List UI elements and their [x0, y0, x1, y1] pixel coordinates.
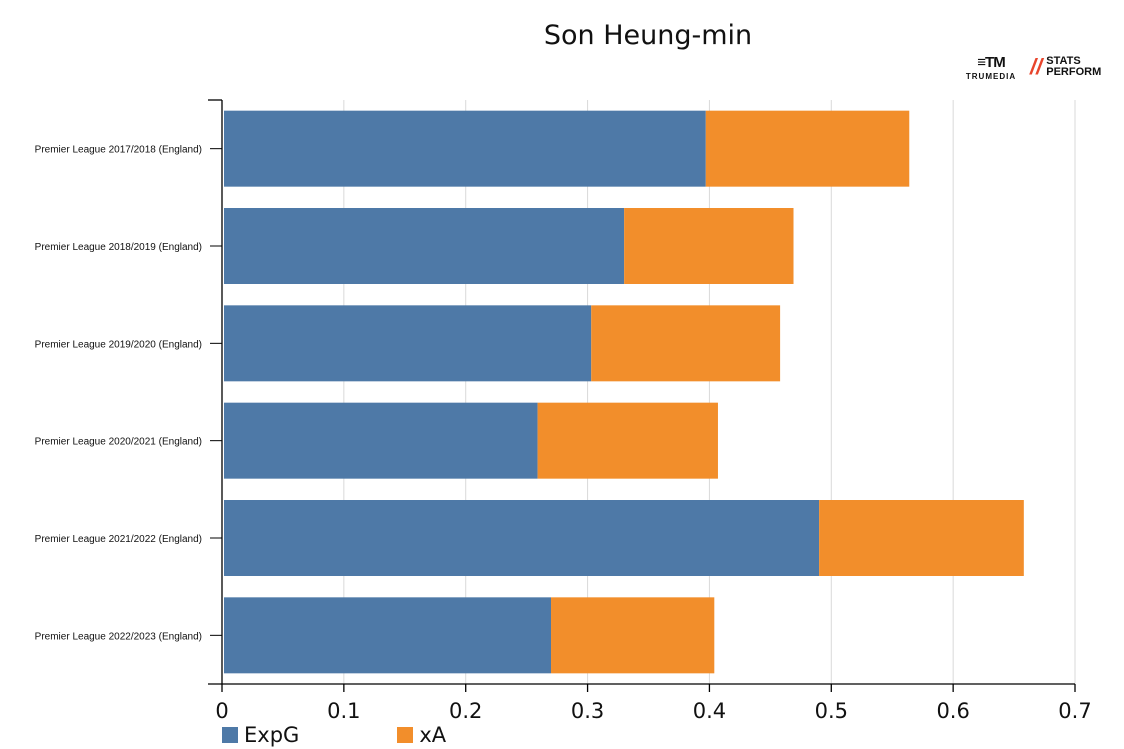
- trumedia-logo: ≡TM TRUMEDIA: [958, 55, 1024, 83]
- y-tick-label-5: Premier League 2022/2023 (England): [35, 631, 202, 642]
- chart-legend: ExpG xA: [222, 723, 446, 747]
- legend-label-expg: ExpG: [244, 723, 300, 747]
- x-tick-label-3: 0.3: [571, 699, 604, 723]
- bar-expg-0: [224, 110, 706, 187]
- legend-item-xa: xA: [397, 723, 446, 747]
- x-tick-label-6: 0.6: [936, 699, 969, 723]
- y-tick-label-4: Premier League 2021/2022 (England): [35, 534, 202, 545]
- legend-swatch-expg: [222, 727, 238, 743]
- trumedia-logo-text: TRUMEDIA: [965, 72, 1017, 81]
- y-tick-label-3: Premier League 2020/2021 (England): [35, 437, 202, 448]
- legend-label-xa: xA: [419, 723, 447, 747]
- stats-perform-logo-mark: //: [1030, 54, 1043, 79]
- bar-xa-0: [705, 110, 910, 187]
- y-tick-label-1: Premier League 2018/2019 (England): [35, 242, 202, 253]
- bar-xa-4: [819, 500, 1024, 576]
- stats-perform-logo-line2: PERFORM: [1046, 66, 1102, 78]
- bar-expg-5: [224, 597, 552, 674]
- stats-perform-logo-line1: STATS: [1046, 55, 1081, 67]
- stats-perform-logo: // STATS PERFORM: [1030, 55, 1101, 79]
- legend-swatch-xa: [397, 727, 414, 743]
- bar-expg-3: [224, 402, 538, 479]
- bar-xa-1: [624, 208, 794, 284]
- y-tick-label-0: Premier League 2017/2018 (England): [35, 145, 202, 156]
- legend-item-expg: ExpG: [222, 723, 299, 747]
- x-tick-label-1: 0.1: [327, 699, 360, 723]
- bar-xa-5: [551, 597, 715, 674]
- bar-expg-2: [224, 305, 592, 382]
- trumedia-logo-mark: ≡TM: [977, 54, 1005, 71]
- chart-title: Son Heung-min: [543, 20, 753, 51]
- bar-expg-4: [224, 500, 820, 576]
- y-tick-label-2: Premier League 2019/2020 (England): [35, 339, 202, 350]
- x-tick-label-0: 0: [215, 699, 228, 723]
- x-tick-label-2: 0.2: [449, 699, 482, 723]
- x-tick-label-4: 0.4: [693, 699, 726, 723]
- bar-xa-3: [537, 402, 718, 479]
- bar-xa-2: [591, 305, 781, 382]
- x-tick-label-5: 0.5: [815, 699, 848, 723]
- x-tick-label-7: 0.7: [1058, 699, 1091, 723]
- bar-expg-1: [224, 208, 625, 284]
